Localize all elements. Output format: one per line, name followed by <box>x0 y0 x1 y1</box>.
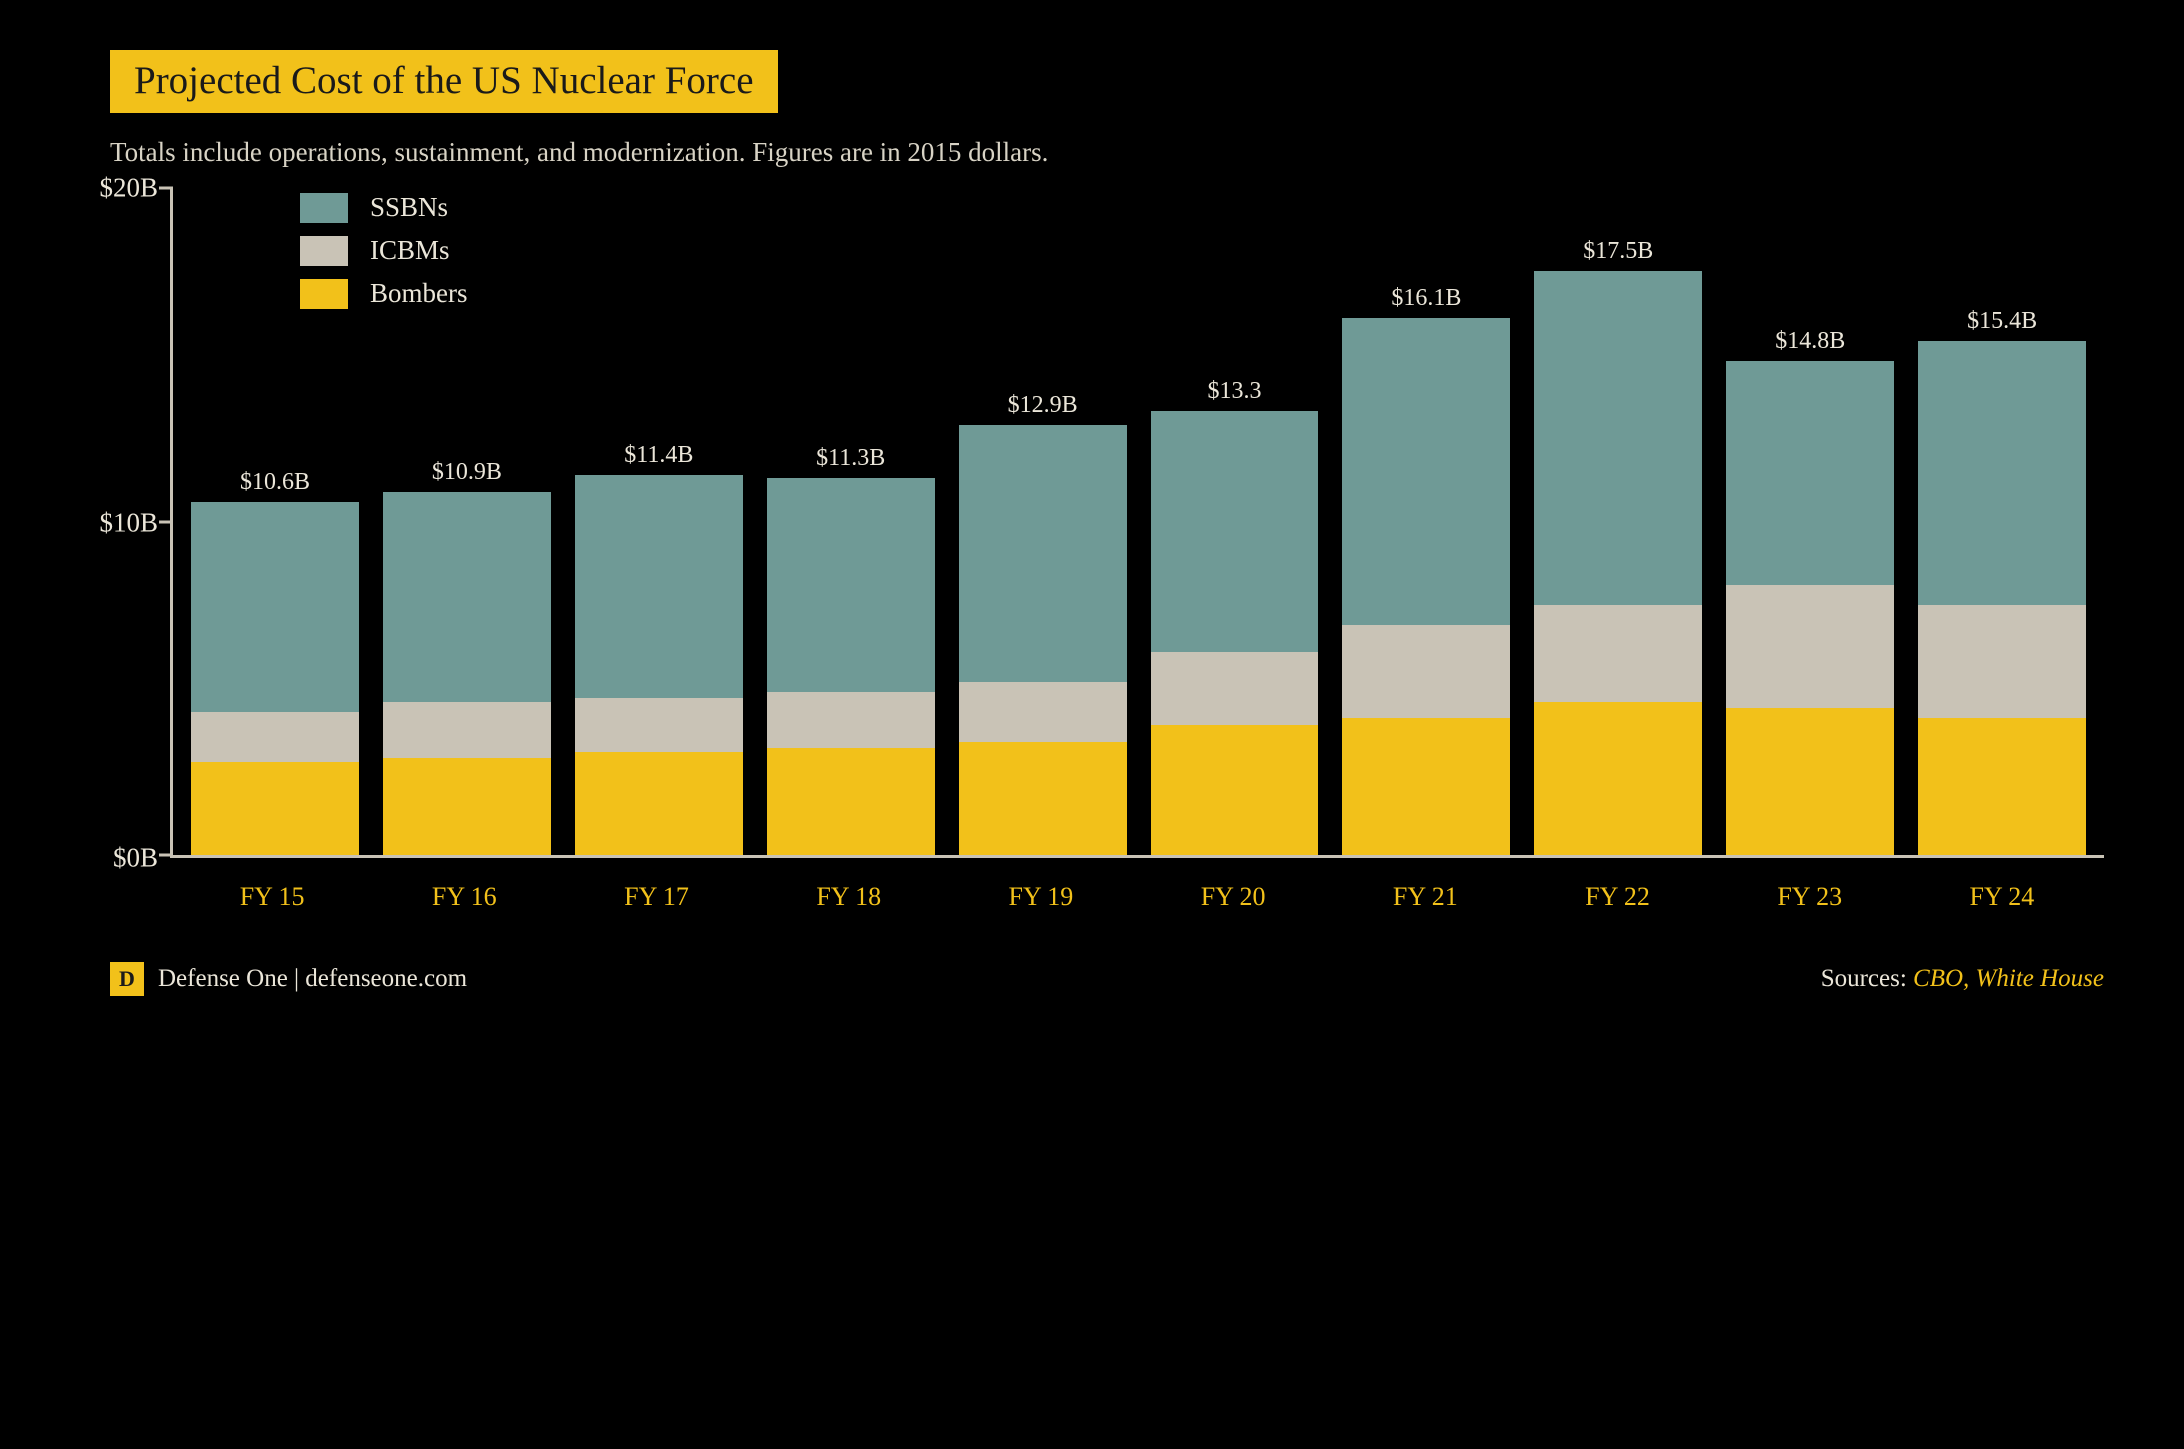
bar-stack <box>1151 411 1319 855</box>
bar-segment-icbms <box>575 698 743 751</box>
bar-segment-bombers <box>1534 702 1702 855</box>
bar-total-label: $10.9B <box>432 459 502 486</box>
bar-total-label: $11.4B <box>624 442 693 469</box>
bar-segment-bombers <box>767 748 935 855</box>
bar-segment-icbms <box>959 682 1127 742</box>
legend-label: Bombers <box>370 278 468 309</box>
bar-segment-ssbns <box>959 425 1127 682</box>
legend-swatch-icon <box>300 193 348 223</box>
legend-item: SSBNs <box>300 192 468 223</box>
bar-segment-bombers <box>1918 718 2086 855</box>
bar-total-label: $15.4B <box>1967 308 2037 335</box>
y-axis: $0B$10B$20B <box>70 188 170 858</box>
sources-value: CBO, White House <box>1913 965 2104 992</box>
bar-segment-bombers <box>575 752 743 855</box>
bar-stack <box>959 425 1127 855</box>
x-axis: FY 15FY 16FY 17FY 18FY 19FY 20FY 21FY 22… <box>170 868 2104 918</box>
bar-segment-ssbns <box>1151 411 1319 651</box>
x-tick-label: FY 21 <box>1329 868 1521 918</box>
x-tick-label: FY 20 <box>1137 868 1329 918</box>
bar-column: $13.3 <box>1139 188 1331 855</box>
legend-swatch-icon <box>300 279 348 309</box>
y-tick-mark <box>159 520 173 523</box>
bar-segment-icbms <box>383 702 551 759</box>
bar-segment-icbms <box>1342 625 1510 718</box>
bar-segment-bombers <box>959 742 1127 855</box>
bar-segment-icbms <box>1151 652 1319 725</box>
bar-column: $15.4B <box>1906 188 2098 855</box>
x-tick-label: FY 16 <box>368 868 560 918</box>
bar-segment-ssbns <box>383 492 551 702</box>
bar-stack <box>1534 271 1702 855</box>
bar-total-label: $10.6B <box>240 469 310 496</box>
sources: Sources: CBO, White House <box>1821 965 2104 993</box>
brand: D Defense One | defenseone.com <box>110 962 467 996</box>
bar-segment-ssbns <box>575 475 743 698</box>
bar-total-label: $12.9B <box>1008 392 1078 419</box>
bar-stack <box>1918 341 2086 855</box>
legend-swatch-icon <box>300 236 348 266</box>
brand-text: Defense One | defenseone.com <box>158 965 467 993</box>
x-tick-label: FY 18 <box>753 868 945 918</box>
bar-stack <box>1342 318 1510 855</box>
y-tick-label: $20B <box>99 173 158 204</box>
bar-total-label: $17.5B <box>1583 238 1653 265</box>
x-tick-label: FY 23 <box>1714 868 1906 918</box>
chart-title: Projected Cost of the US Nuclear Force <box>110 50 778 113</box>
y-tick-label: $0B <box>113 843 158 874</box>
y-tick-mark <box>159 187 173 190</box>
bar-stack <box>191 502 359 855</box>
bar-segment-bombers <box>1726 708 1894 855</box>
bar-column: $11.4B <box>563 188 755 855</box>
bar-segment-icbms <box>1534 605 1702 702</box>
y-tick-label: $10B <box>99 508 158 539</box>
bar-stack <box>767 478 935 855</box>
bar-column: $12.9B <box>947 188 1139 855</box>
bar-total-label: $11.3B <box>816 445 885 472</box>
footer: D Defense One | defenseone.com Sources: … <box>70 962 2114 996</box>
bar-total-label: $16.1B <box>1391 285 1461 312</box>
legend: SSBNs ICBMs Bombers <box>300 192 468 321</box>
x-tick-label: FY 15 <box>176 868 368 918</box>
legend-label: ICBMs <box>370 235 450 266</box>
bar-segment-ssbns <box>1726 361 1894 584</box>
bar-segment-icbms <box>1726 585 1894 708</box>
bar-segment-ssbns <box>1918 341 2086 604</box>
bar-column: $16.1B <box>1330 188 1522 855</box>
bar-column: $17.5B <box>1522 188 1714 855</box>
bar-segment-ssbns <box>1342 318 1510 625</box>
bar-total-label: $14.8B <box>1775 328 1845 355</box>
bar-segment-icbms <box>767 692 935 749</box>
bar-column: $11.3B <box>755 188 947 855</box>
y-tick-mark <box>159 854 173 857</box>
legend-label: SSBNs <box>370 192 448 223</box>
bar-segment-ssbns <box>767 478 935 691</box>
x-tick-label: FY 17 <box>560 868 752 918</box>
bar-segment-bombers <box>191 762 359 855</box>
x-tick-label: FY 19 <box>945 868 1137 918</box>
x-tick-label: FY 22 <box>1521 868 1713 918</box>
legend-item: ICBMs <box>300 235 468 266</box>
bar-segment-icbms <box>191 712 359 762</box>
chart-area: $0B$10B$20B $10.6B $10.9B $11.4B $11.3B $12.… <box>70 188 2114 918</box>
brand-badge-icon: D <box>110 962 144 996</box>
bar-column: $14.8B <box>1714 188 1906 855</box>
bar-segment-bombers <box>1151 725 1319 855</box>
bar-stack <box>383 492 551 855</box>
bar-segment-bombers <box>1342 718 1510 855</box>
sources-label: Sources: <box>1821 965 1913 992</box>
legend-item: Bombers <box>300 278 468 309</box>
bar-segment-ssbns <box>1534 271 1702 605</box>
bar-segment-icbms <box>1918 605 2086 718</box>
bar-segment-ssbns <box>191 502 359 712</box>
bar-stack <box>575 475 743 855</box>
bar-segment-bombers <box>383 758 551 855</box>
bar-total-label: $13.3 <box>1207 378 1261 405</box>
bar-stack <box>1726 361 1894 855</box>
chart-subtitle: Totals include operations, sustainment, … <box>110 137 2114 168</box>
x-tick-label: FY 24 <box>1906 868 2098 918</box>
